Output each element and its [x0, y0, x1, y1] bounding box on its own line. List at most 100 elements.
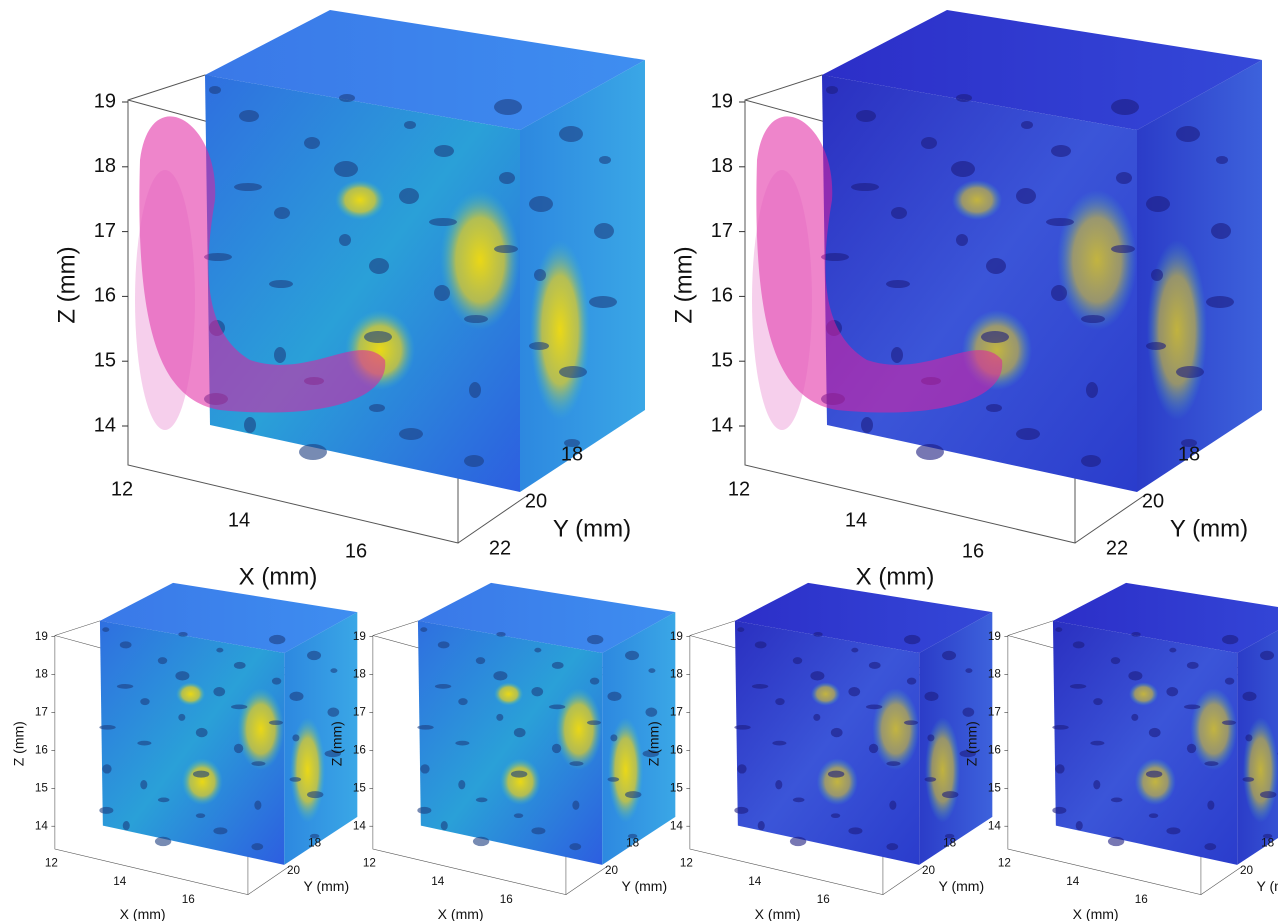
pore — [1260, 791, 1277, 799]
pore — [903, 720, 919, 726]
pore — [122, 820, 130, 831]
pore — [157, 797, 170, 803]
pore — [192, 770, 210, 778]
pore — [551, 743, 562, 754]
z-tick-label: 14 — [670, 819, 684, 832]
pore — [1052, 806, 1067, 814]
z-tick-label: 17 — [988, 706, 1001, 719]
x-tick-label: 12 — [998, 857, 1011, 870]
pore — [1204, 761, 1219, 766]
z-tick-label: 15 — [35, 781, 49, 794]
x-tick-label: 16 — [1135, 893, 1148, 906]
pore — [531, 686, 544, 697]
pore — [1245, 734, 1253, 742]
pore — [1145, 770, 1163, 778]
y-axis-label: Y (mm) — [303, 878, 349, 894]
pore — [737, 627, 745, 632]
pore — [274, 347, 286, 363]
y-tick-label: 18 — [561, 443, 583, 465]
x-tick-label: 16 — [962, 540, 984, 562]
pore — [1069, 684, 1087, 689]
panel: 19 18 17 16 15 14 12 14 16 18 20 X (mm) Y (mm) Z (mm) — [645, 582, 993, 921]
pore — [307, 791, 324, 799]
pore — [924, 777, 937, 782]
pore — [792, 657, 803, 665]
pore — [339, 94, 355, 102]
x-tick-label: 14 — [113, 875, 127, 888]
pore — [1055, 627, 1063, 632]
y-tick-label: 18 — [308, 836, 321, 849]
pore — [299, 444, 327, 460]
x-axis-label: X (mm) — [1073, 906, 1119, 921]
pore — [851, 183, 879, 191]
pore — [830, 727, 843, 738]
pore — [369, 404, 385, 412]
x-tick-label: 16 — [817, 893, 830, 906]
pore — [404, 121, 416, 129]
pore — [230, 704, 248, 710]
pore — [137, 740, 152, 746]
z-tick-label: 18 — [35, 668, 48, 681]
pore — [440, 820, 448, 831]
cube-front — [417, 620, 603, 865]
pore — [956, 234, 968, 246]
pore — [569, 843, 582, 851]
pore — [1221, 720, 1237, 726]
x-axis-label: X (mm) — [438, 906, 484, 921]
pore — [564, 439, 580, 447]
cube-front — [1052, 620, 1238, 865]
pore — [496, 713, 504, 721]
pore — [269, 280, 293, 288]
pore — [886, 843, 899, 851]
x-axis-label: X (mm) — [120, 906, 166, 921]
pore — [271, 677, 282, 685]
y-tick-label: 20 — [287, 864, 301, 877]
pore — [1206, 296, 1234, 308]
pore — [213, 686, 226, 697]
pore — [959, 750, 976, 758]
pore — [304, 137, 320, 149]
feature — [175, 682, 206, 706]
feature — [530, 240, 590, 420]
pore — [868, 661, 881, 669]
pore — [1211, 223, 1231, 239]
panel: 19 18 17 16 15 14 12 14 16 18 20 22 X (mm) Y (mm) Z (m… — [670, 10, 1262, 590]
z-axis-label: Z (mm) — [645, 721, 661, 766]
pore — [195, 727, 208, 738]
pore — [154, 836, 172, 847]
pore — [324, 750, 341, 758]
pore — [327, 707, 340, 717]
pore — [924, 691, 939, 702]
pore — [399, 428, 423, 440]
pore — [1021, 121, 1033, 129]
feature — [440, 190, 520, 330]
pore — [469, 382, 481, 398]
pore — [607, 777, 620, 782]
feature — [1128, 682, 1159, 706]
feature — [952, 180, 1002, 220]
feature — [290, 717, 326, 823]
z-tick-label: 16 — [35, 743, 48, 756]
z-tick-label: 16 — [94, 285, 116, 307]
pore — [1107, 836, 1125, 847]
y-axis-label: Y (mm) — [621, 878, 667, 894]
pore — [1146, 196, 1170, 212]
pore — [851, 647, 859, 653]
pore — [737, 764, 747, 774]
pore — [826, 86, 838, 94]
pore — [417, 806, 432, 814]
pore — [464, 455, 484, 467]
pore — [437, 641, 450, 649]
pore — [534, 647, 542, 653]
y-tick-label: 20 — [1142, 490, 1164, 512]
pore — [868, 743, 879, 754]
pore — [364, 331, 392, 343]
pore — [499, 172, 515, 184]
x-axis-label: X (mm) — [239, 563, 318, 590]
pore — [792, 797, 805, 803]
pore — [513, 813, 524, 819]
pore — [140, 698, 150, 706]
y-tick-label: 18 — [943, 836, 956, 849]
feature — [181, 758, 223, 806]
box-frame — [1074, 494, 1146, 544]
